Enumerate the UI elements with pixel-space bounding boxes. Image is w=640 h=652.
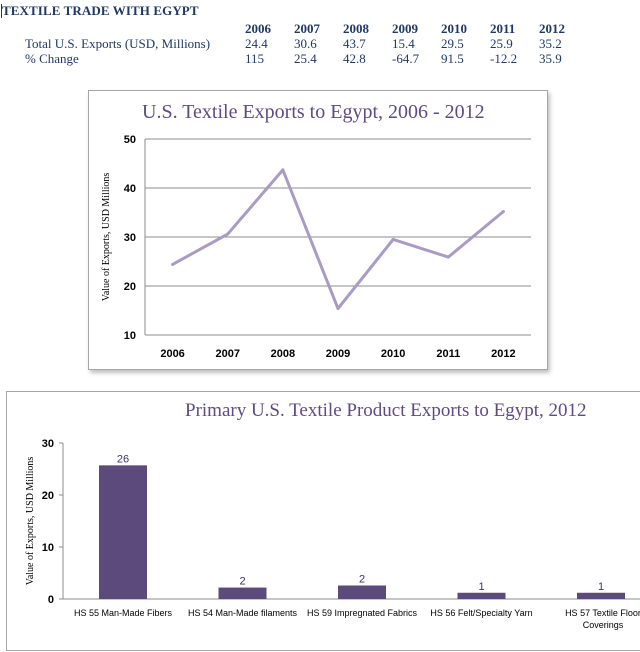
- bar: [457, 592, 506, 599]
- line-chart-panel: U.S. Textile Exports to Egypt, 2006 - 20…: [88, 90, 548, 370]
- bar-data-label: 2: [359, 573, 365, 585]
- bar-chart: 0 10 20 30 Value of Exports, USD Millions 26 2…: [25, 438, 640, 630]
- x-tick-label-line: HS 54 Man-Made filaments: [188, 608, 298, 618]
- table-header-row: 2006 2007 2008 2009 2010 2011 2012: [25, 21, 588, 36]
- table-cell: 115: [245, 51, 265, 66]
- year-header: 2011: [490, 21, 516, 36]
- table-cell: 35.2: [539, 36, 562, 51]
- table-cell: -12.2: [490, 51, 518, 66]
- y-axis-title: Value of Exports, USD Millions: [25, 457, 36, 586]
- x-tick-label: HS 54 Man-Made filaments: [188, 608, 298, 618]
- x-tick-label-line: HS 57 Textile Floor: [565, 608, 640, 618]
- page-title: TEXTILE TRADE WITH EGYPT: [2, 3, 199, 18]
- table-corner-cell: [25, 21, 245, 36]
- title-cursor-bar: [1, 4, 2, 18]
- table-cell: 43.7: [343, 36, 366, 51]
- y-tick-label: 0: [48, 594, 54, 606]
- table-cell: 24.4: [245, 36, 268, 51]
- y-tick-label: 40: [124, 183, 136, 195]
- year-header: 2006: [245, 21, 271, 36]
- bar: [99, 465, 147, 599]
- x-tick-label: 2009: [326, 348, 350, 360]
- bar-data-label: 26: [117, 453, 129, 465]
- x-tick-label: 2006: [160, 348, 184, 360]
- data-point: [391, 237, 395, 241]
- table-cell: 35.9: [539, 51, 562, 66]
- y-tick-label: 10: [124, 330, 136, 342]
- table-cell: 25.4: [294, 51, 317, 66]
- y-tick-label: 20: [124, 281, 136, 293]
- table-row: Total U.S. Exports (USD, Millions) 24.4 …: [25, 36, 588, 51]
- data-point: [171, 262, 175, 266]
- bar-data-label: 1: [598, 581, 604, 593]
- bar-chart-title: Primary U.S. Textile Product Exports to …: [185, 400, 587, 421]
- year-header: 2008: [343, 21, 369, 36]
- line-chart-title: U.S. Textile Exports to Egypt, 2006 - 20…: [142, 101, 485, 123]
- x-tick-label-line: Coverings: [583, 620, 624, 630]
- data-point: [336, 307, 340, 311]
- row-label: Total U.S. Exports (USD, Millions): [25, 36, 211, 51]
- bar: [218, 587, 267, 599]
- table-cell: 42.8: [343, 51, 366, 66]
- data-point: [226, 232, 230, 236]
- x-tick-label: HS 56 Felt/Specialty Yarn: [430, 608, 532, 618]
- x-tick-label: HS 57 Textile Floor Coverings: [565, 608, 640, 630]
- row-label: % Change: [25, 51, 79, 66]
- y-tick-label: 30: [124, 232, 136, 244]
- y-tick-label: 20: [42, 490, 54, 502]
- y-axis-title: Value of Exports, USD Millions: [101, 173, 112, 302]
- year-header: 2009: [392, 21, 418, 36]
- bar-data-label: 1: [478, 581, 484, 593]
- data-point: [446, 255, 450, 259]
- x-tick-label: 2010: [381, 348, 405, 360]
- table-row: % Change 115 25.4 42.8 -64.7 91.5 -12.2 …: [25, 51, 588, 66]
- x-tick-label: 2007: [215, 348, 239, 360]
- trade-table: 2006 2007 2008 2009 2010 2011 2012 Total…: [25, 21, 588, 66]
- x-tick-label: 2008: [271, 348, 295, 360]
- x-tick-label-line: HS 59 Impregnated Fabrics: [307, 608, 418, 618]
- data-point: [501, 210, 505, 214]
- bar-data-label: 2: [239, 576, 245, 588]
- y-tick-label: 50: [124, 134, 136, 146]
- y-tick-label: 10: [42, 542, 54, 554]
- year-header: 2010: [441, 21, 467, 36]
- table-cell: 25.9: [490, 36, 513, 51]
- table-cell: 15.4: [392, 36, 415, 51]
- year-header: 2007: [294, 21, 320, 36]
- table-cell: 30.6: [294, 36, 317, 51]
- data-point: [281, 168, 285, 172]
- x-tick-label: 2011: [436, 348, 460, 360]
- y-tick-label: 30: [42, 438, 54, 450]
- bar: [577, 592, 625, 599]
- year-header: 2012: [539, 21, 565, 36]
- table-cell: 91.5: [441, 51, 464, 66]
- table-cell: -64.7: [392, 51, 420, 66]
- line-chart: 10 20 30 40 50 2006 2007 2008 2009 2010 2011 2012 Va…: [101, 134, 531, 360]
- x-tick-label: HS 55 Man-Made Fibers: [74, 608, 173, 618]
- x-tick-label: 2012: [491, 348, 515, 360]
- table-cell: 29.5: [441, 36, 464, 51]
- series-line: [171, 168, 505, 311]
- bar: [338, 585, 386, 599]
- x-tick-label-line: HS 56 Felt/Specialty Yarn: [430, 608, 532, 618]
- x-tick-label-line: HS 55 Man-Made Fibers: [74, 608, 173, 618]
- x-tick-label: HS 59 Impregnated Fabrics: [307, 608, 418, 618]
- bar-chart-panel: Primary U.S. Textile Product Exports to …: [6, 391, 640, 651]
